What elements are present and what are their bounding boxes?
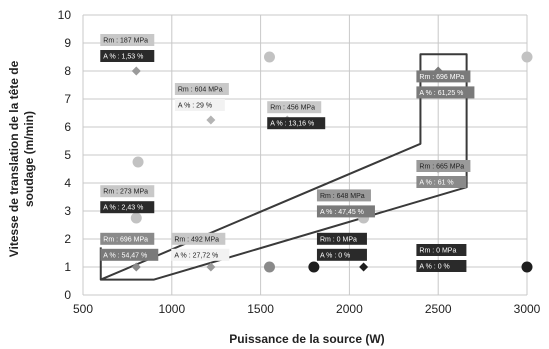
annotation-a-box <box>416 176 467 188</box>
annotation-a-text: A % : 29 % <box>178 103 212 110</box>
annotation-a-box <box>171 248 230 261</box>
data-point-circle <box>132 156 144 168</box>
annotation-rm-box <box>100 185 155 198</box>
x-tick-label: 1000 <box>158 302 185 316</box>
annotation-a-box <box>100 50 155 62</box>
annotations: Rm : 187 MPa A % : 1,53 % Rm : 604 MPa A % … <box>100 34 475 272</box>
annotation-a-text: A % : 2,43 % <box>103 205 143 212</box>
x-tick-label: 1500 <box>247 302 274 316</box>
annotation-rm-text: Rm : 456 MPa <box>270 105 315 112</box>
x-axis-title: Puissance de la source (W) <box>229 332 384 346</box>
y-tick-label: 6 <box>64 120 71 134</box>
annotation-a-text: A % : 61,25 % <box>419 90 463 97</box>
annotation-a-box <box>316 248 367 261</box>
data-point-diamond <box>359 262 369 272</box>
annotation-rm-box <box>100 232 155 245</box>
annotation-rm-text: Rm : 696 MPa <box>103 236 148 243</box>
y-axis-title-line-1: Vitesse de translation de la tête de <box>7 60 21 257</box>
y-tick-label: 0 <box>64 288 71 302</box>
annotation-a-box <box>416 86 475 99</box>
y-tick-label: 5 <box>64 148 71 162</box>
annotation-rm-box <box>100 34 155 46</box>
annotation-rm-text: Rm : 0 MPa <box>320 236 357 243</box>
grid-lines <box>82 14 528 296</box>
annotation-a-text: A % : 13,16 % <box>270 121 314 128</box>
y-tick-label: 3 <box>64 204 71 218</box>
annotation-a-box <box>416 260 467 272</box>
y-tick-label: 2 <box>64 232 71 246</box>
y-tick-label: 8 <box>64 64 71 78</box>
x-tick-label: 2500 <box>425 302 452 316</box>
data-point-diamond <box>206 115 216 125</box>
data-point-circle <box>308 261 320 273</box>
data-point-diamond <box>131 262 141 272</box>
annotation-rm-box <box>416 160 471 172</box>
annotation-rm-text: Rm : 604 MPa <box>178 87 223 94</box>
y-tick-label: 9 <box>64 36 71 50</box>
annotation-a-box <box>316 205 375 218</box>
annotation-a-box <box>267 117 326 130</box>
data-point-circle <box>521 51 533 63</box>
annotation-rm-box <box>316 189 371 202</box>
data-point-diamond <box>206 262 216 272</box>
y-axis-title-line-2: soudage (m/min) <box>22 111 36 207</box>
annotation-rm-text: Rm : 648 MPa <box>320 193 365 200</box>
annotation-a-text: A % : 1,53 % <box>103 54 143 61</box>
annotation-rm-box <box>174 83 229 95</box>
annotation-rm-box <box>416 70 471 83</box>
annotation-a-text: A % : 54,47 % <box>103 252 147 259</box>
annotation-a-text: A % : 61 % <box>419 180 453 187</box>
annotation-rm-text: Rm : 273 MPa <box>103 189 148 196</box>
data-point-diamond <box>131 66 141 76</box>
annotation-rm-text: Rm : 492 MPa <box>174 236 219 243</box>
annotation-a-text: A % : 0 % <box>320 252 350 259</box>
y-tick-label: 4 <box>64 176 71 190</box>
annotation-rm-box <box>171 232 226 245</box>
annotation-rm-text: Rm : 696 MPa <box>419 74 464 81</box>
annotation-rm-box <box>267 101 322 114</box>
annotation-a-text: A % : 27,72 % <box>174 252 218 259</box>
x-tick-label: 2000 <box>336 302 363 316</box>
annotation-a-box <box>174 99 225 111</box>
annotation-a-text: A % : 47,45 % <box>320 209 364 216</box>
y-tick-label: 7 <box>64 92 71 106</box>
x-tick-label: 3000 <box>514 302 541 316</box>
data-point-circle <box>263 261 275 273</box>
y-tick-label: 10 <box>58 8 72 22</box>
annotation-a-box <box>100 201 155 214</box>
data-point-circle <box>130 212 142 224</box>
annotation-rm-text: Rm : 0 MPa <box>419 248 456 255</box>
tick-labels: 500 1000 1500 2000 2500 3000 0 1 2 3 4 5 6 7 8 9 10 <box>58 8 541 316</box>
annotation-a-text: A % : 0 % <box>419 264 449 271</box>
y-tick-label: 1 <box>64 260 71 274</box>
annotation-rm-text: Rm : 187 MPa <box>103 38 148 45</box>
annotation-rm-box <box>316 232 367 245</box>
annotation-rm-box <box>416 244 467 256</box>
data-point-circle <box>263 51 275 63</box>
annotation-a-box <box>100 248 159 261</box>
x-tick-label: 500 <box>73 302 93 316</box>
annotation-rm-text: Rm : 665 MPa <box>419 164 464 171</box>
data-point-circle <box>521 261 533 273</box>
